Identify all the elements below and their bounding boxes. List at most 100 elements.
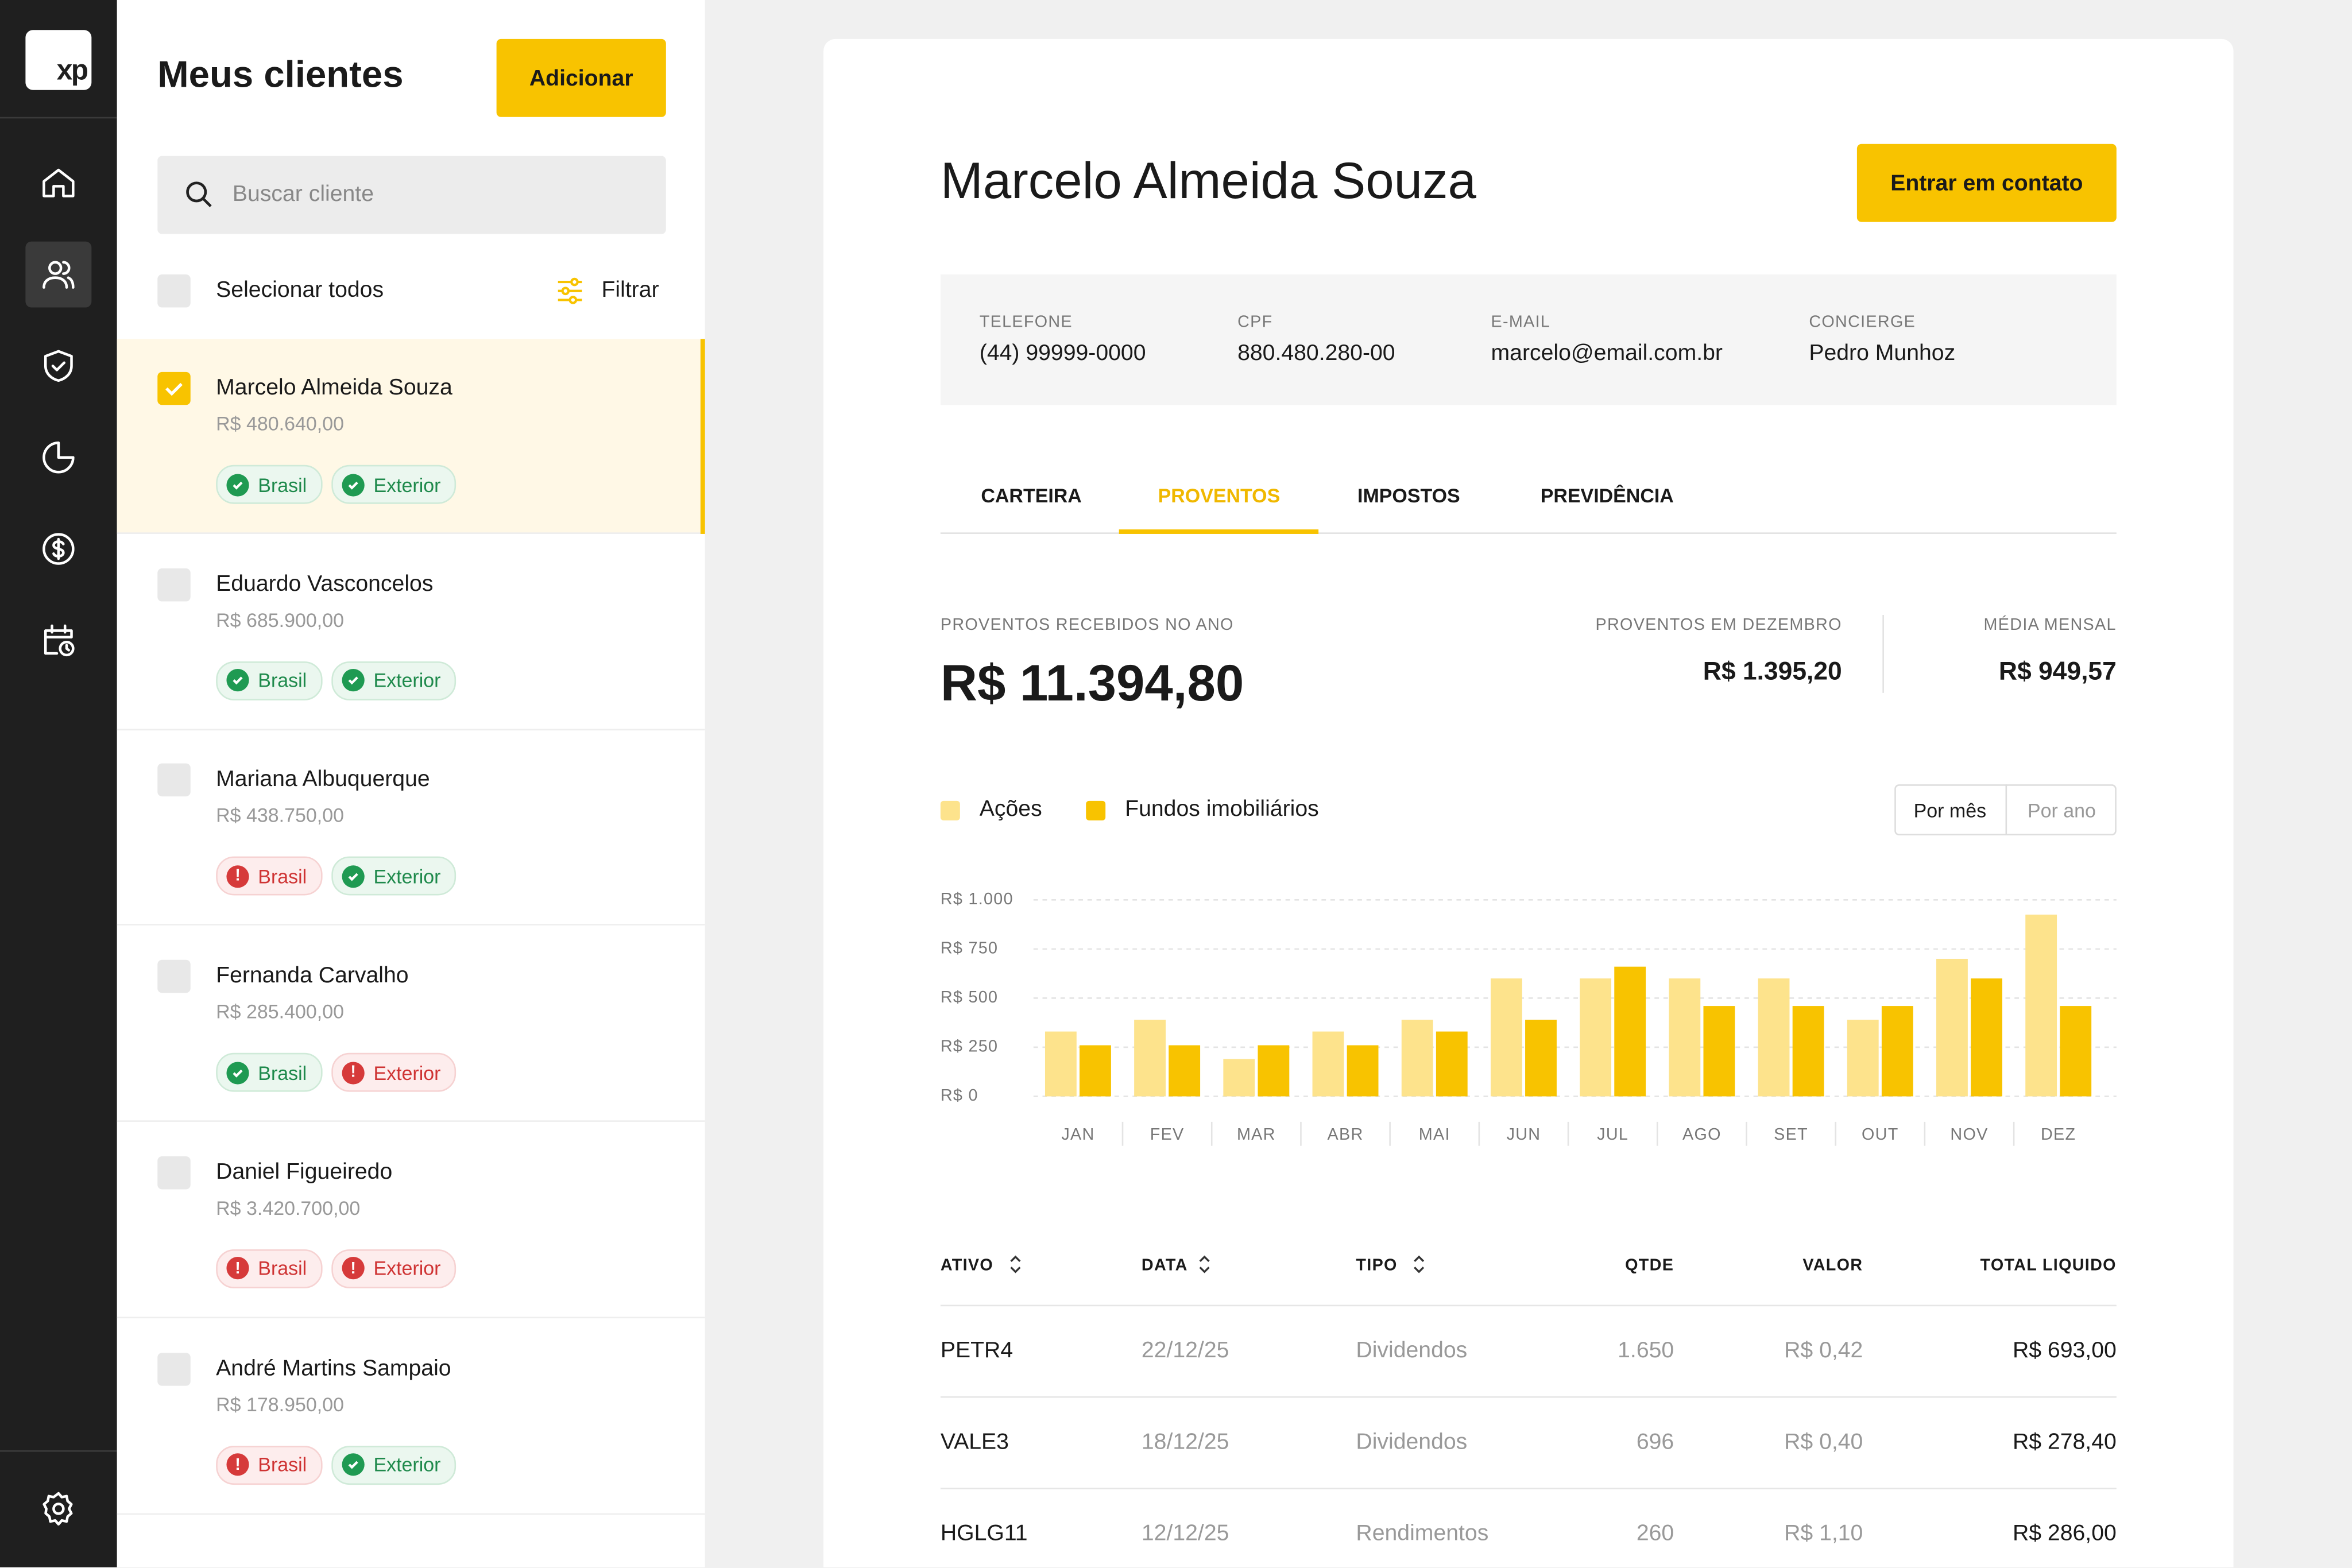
status-tag: ! Brasil [216, 857, 322, 896]
client-item[interactable]: Daniel Figueiredo R$ 3.420.700,00! Brasil!… [117, 1123, 705, 1318]
summary-divider [1882, 615, 1884, 693]
tag-label: Exterior [373, 865, 441, 888]
nav-money[interactable] [25, 516, 91, 582]
tag-label: Exterior [373, 1453, 441, 1476]
tag-label: Brasil [258, 1061, 307, 1084]
checkbox [157, 764, 191, 797]
table-cell: PETR4 [940, 1338, 1013, 1364]
nav-clients[interactable] [25, 241, 92, 308]
table-cell: 18/12/25 [1141, 1429, 1229, 1455]
nav-calendar[interactable] [25, 607, 91, 673]
select-all-checkbox[interactable] [157, 274, 191, 308]
client-panel: Meus clientes Adicionar Buscar cliente S… [117, 0, 705, 1567]
table-cell: 260 [1636, 1520, 1674, 1547]
table-cell: R$ 278,40 [2012, 1429, 2117, 1455]
nav-shield[interactable] [25, 333, 91, 399]
logo[interactable]: xp [25, 30, 92, 90]
nav-pie[interactable] [25, 424, 91, 490]
status-tag: ! Exterior [331, 1249, 456, 1288]
client-name: Mariana Albuquerque [216, 766, 430, 793]
ok-icon [226, 473, 249, 496]
search-icon [186, 181, 212, 207]
search-box[interactable]: Buscar cliente [157, 156, 666, 234]
table-cell: R$ 693,00 [2012, 1338, 2117, 1364]
column-header: VALOR [1802, 1257, 1863, 1275]
column-header: ATIVO [940, 1257, 994, 1275]
ok-icon [342, 473, 365, 496]
client-item[interactable]: Mariana Albuquerque R$ 438.750,00! Brasil E… [117, 731, 705, 926]
table-cell: R$ 0,40 [1784, 1429, 1863, 1455]
status-tag: Brasil [216, 661, 322, 700]
nav-home[interactable] [25, 150, 91, 216]
table-cell: 1.650 [1618, 1338, 1674, 1364]
status-tag: ! Brasil [216, 1445, 322, 1484]
filter-icon[interactable] [555, 276, 585, 306]
tag-label: Brasil [258, 1257, 307, 1280]
select-all-label: Selecionar todos [216, 277, 384, 303]
tab[interactable]: PROVENTOS [1158, 484, 1281, 507]
client-amount: R$ 285.400,00 [216, 1000, 344, 1023]
client-name: Marcelo Almeida Souza [216, 375, 452, 401]
status-tag: Brasil [216, 1053, 322, 1092]
table-cell: Dividendos [1356, 1429, 1468, 1455]
table-cell: R$ 0,42 [1784, 1338, 1863, 1364]
tag-label: Exterior [373, 1257, 441, 1280]
client-item[interactable]: Eduardo Vasconcelos R$ 685.900,00 Brasil Ex… [117, 535, 705, 730]
contact-button[interactable]: Entrar em contato [1856, 144, 2117, 222]
checkbox [157, 568, 191, 601]
tag-label: Exterior [373, 1061, 441, 1084]
tab[interactable]: PREVIDÊNCIA [1540, 484, 1674, 507]
tag-label: Exterior [373, 473, 441, 496]
legend-swatch [1086, 800, 1106, 820]
client-amount: R$ 438.750,00 [216, 804, 344, 827]
status-tag: Brasil [216, 464, 322, 504]
client-item[interactable]: Fernanda Carvalho R$ 285.400,00 Brasil! Ext… [117, 927, 705, 1122]
filter-label[interactable]: Filtrar [601, 277, 659, 303]
logo-text: xp [56, 55, 88, 87]
table-cell: VALE3 [940, 1429, 1009, 1455]
client-item[interactable]: Marcelo Almeida Souza R$ 480.640,00 Brasil… [117, 339, 705, 534]
client-amount: R$ 480.640,00 [216, 412, 344, 435]
nav-settings[interactable] [25, 1476, 91, 1542]
tab[interactable]: CARTEIRA [981, 484, 1082, 507]
client-item[interactable]: André Martins Sampaio R$ 178.950,00! Brasi… [117, 1319, 705, 1515]
row-divider [940, 1304, 2117, 1307]
ok-icon [342, 1453, 365, 1476]
info-value: marcelo@email.com.br [1491, 340, 1723, 366]
info-value: (44) 99999-0000 [979, 340, 1146, 366]
tag-label: Exterior [373, 669, 441, 692]
ok-icon [226, 1061, 249, 1084]
legend-label: Fundos imobiliários [1125, 796, 1319, 822]
toggle-option[interactable]: Por ano [2027, 798, 2096, 822]
tabs-border [940, 532, 2117, 534]
column-header: QTDE [1625, 1257, 1674, 1275]
panel-title: Meus clientes [157, 54, 404, 96]
detail-card: Marcelo Almeida Souza Entrar em contato … [823, 38, 2234, 1567]
table-cell: R$ 1,10 [1784, 1520, 1863, 1547]
tab[interactable]: IMPOSTOS [1357, 484, 1460, 507]
ok-icon [342, 865, 365, 888]
status-tag: Exterior [331, 464, 456, 504]
client-name: Eduardo Vasconcelos [216, 571, 434, 597]
status-tag: Exterior [331, 857, 456, 896]
add-button[interactable]: Adicionar [496, 38, 666, 117]
tag-label: Brasil [258, 1453, 307, 1476]
alert-icon: ! [226, 1453, 249, 1476]
sort-icon [1199, 1254, 1211, 1283]
table-cell: 12/12/25 [1141, 1520, 1229, 1547]
table-cell: Rendimentos [1356, 1520, 1489, 1547]
client-amount: R$ 178.950,00 [216, 1392, 344, 1415]
toggle-option[interactable]: Por mês [1894, 784, 2007, 835]
client-name: Fernanda Carvalho [216, 963, 409, 989]
checkbox [157, 1156, 191, 1189]
client-amount: R$ 685.900,00 [216, 608, 344, 631]
alert-icon: ! [226, 865, 249, 888]
tag-label: Brasil [258, 865, 307, 888]
status-tag: Exterior [331, 1445, 456, 1484]
summary-value: R$ 1.395,20 [1703, 657, 1842, 686]
row-divider [940, 1488, 2117, 1489]
search-placeholder: Buscar cliente [232, 181, 374, 207]
status-tag: ! Brasil [216, 1249, 322, 1288]
column-header: TIPO [1356, 1257, 1398, 1275]
